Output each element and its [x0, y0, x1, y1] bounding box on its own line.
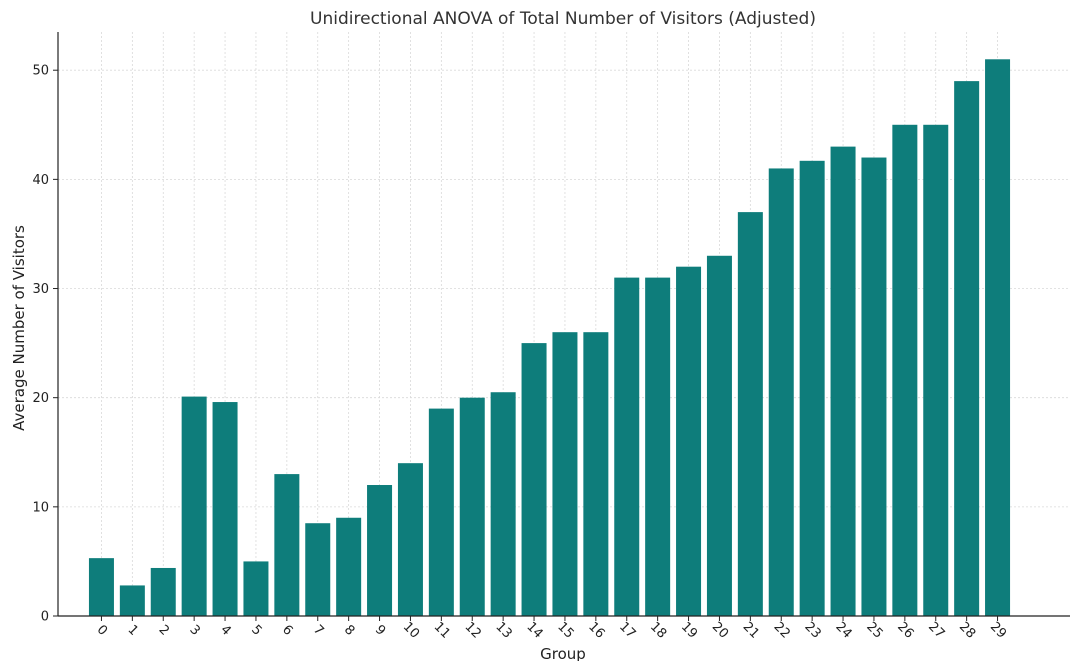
bar-group-17 — [614, 277, 640, 616]
y-axis-label: Average Number of Visitors — [10, 225, 28, 431]
bar-group-20 — [706, 255, 732, 616]
x-tick-label: 13 — [492, 619, 514, 641]
bar-group-29 — [985, 59, 1011, 616]
bar-group-8 — [336, 517, 362, 616]
bar-group-6 — [274, 474, 300, 616]
x-tick-label: 24 — [832, 619, 854, 641]
bar-group-12 — [459, 397, 485, 616]
bar-group-24 — [830, 146, 856, 616]
bar-group-1 — [119, 585, 145, 616]
bar-group-5 — [243, 561, 269, 616]
x-tick-label: 3 — [186, 622, 202, 638]
x-tick-label: 20 — [709, 619, 731, 641]
bar-group-11 — [428, 408, 454, 616]
x-tick-label: 27 — [925, 619, 947, 641]
bar-group-28 — [954, 81, 980, 616]
x-tick-label: 7 — [310, 622, 326, 638]
bar-group-14 — [521, 343, 547, 616]
bar-group-27 — [923, 124, 949, 617]
x-tick-label: 25 — [863, 619, 885, 641]
bar-group-3 — [181, 396, 207, 616]
x-tick-label: 12 — [462, 619, 484, 641]
y-tick-label: 10 — [32, 500, 49, 515]
x-tick-label: 0 — [94, 622, 110, 638]
x-tick-label: 16 — [585, 619, 607, 641]
y-tick-label: 50 — [32, 64, 49, 79]
x-tick-label: 14 — [523, 619, 545, 641]
bar-group-23 — [799, 160, 825, 616]
x-tick-label: 15 — [554, 619, 576, 641]
x-tick-label: 23 — [801, 619, 823, 641]
x-tick-labels: 0 1 2 3 4 5 6 7 8 9 10 11 12 13 14 15 16 17 18 19 20 21 22 23 24… — [94, 619, 1009, 641]
x-tick-label: 11 — [431, 619, 453, 641]
chart-title: Unidirectional ANOVA of Total Number of … — [310, 9, 816, 29]
y-tick-label: 0 — [41, 610, 49, 625]
bar-group-25 — [861, 157, 887, 616]
x-tick-label: 8 — [341, 622, 357, 638]
bar-group-2 — [150, 567, 176, 616]
x-tick-label: 22 — [771, 619, 793, 641]
bar-group-7 — [305, 523, 331, 616]
y-tick-label: 30 — [32, 282, 49, 297]
x-tick-label: 6 — [279, 622, 295, 638]
x-tick-label: 4 — [217, 622, 233, 638]
bar-group-13 — [490, 392, 516, 616]
bar-group-15 — [552, 332, 578, 616]
x-axis-label: Group — [540, 645, 586, 661]
bar-group-9 — [367, 485, 393, 616]
x-tick-label: 18 — [647, 619, 669, 641]
x-tick-label: 21 — [740, 619, 762, 641]
y-tick-label: 40 — [32, 173, 49, 188]
x-tick-label: 28 — [956, 619, 978, 641]
bar-group-19 — [676, 266, 702, 616]
x-tick-label: 10 — [400, 619, 422, 641]
x-tick-label: 29 — [987, 619, 1009, 641]
x-tick-label: 1 — [125, 622, 141, 638]
y-tick-labels: 0 10 20 30 40 50 — [32, 64, 49, 625]
x-tick-label: 17 — [616, 619, 638, 641]
bars — [88, 59, 1011, 617]
bar-group-16 — [583, 332, 609, 616]
y-tick-label: 20 — [32, 391, 49, 406]
bar-group-18 — [645, 277, 671, 616]
x-tick-label: 26 — [894, 619, 916, 641]
x-tick-label: 5 — [248, 622, 264, 638]
bar-group-26 — [892, 124, 918, 617]
x-tick-label: 19 — [678, 619, 700, 641]
axes — [53, 32, 1070, 621]
bar-group-10 — [397, 463, 423, 616]
x-tick-label: 2 — [155, 622, 171, 638]
x-tick-label: 9 — [372, 622, 388, 638]
bar-group-21 — [737, 212, 763, 616]
bar-group-0 — [88, 558, 114, 616]
bar-group-22 — [768, 168, 794, 616]
bar-group-4 — [212, 402, 238, 616]
